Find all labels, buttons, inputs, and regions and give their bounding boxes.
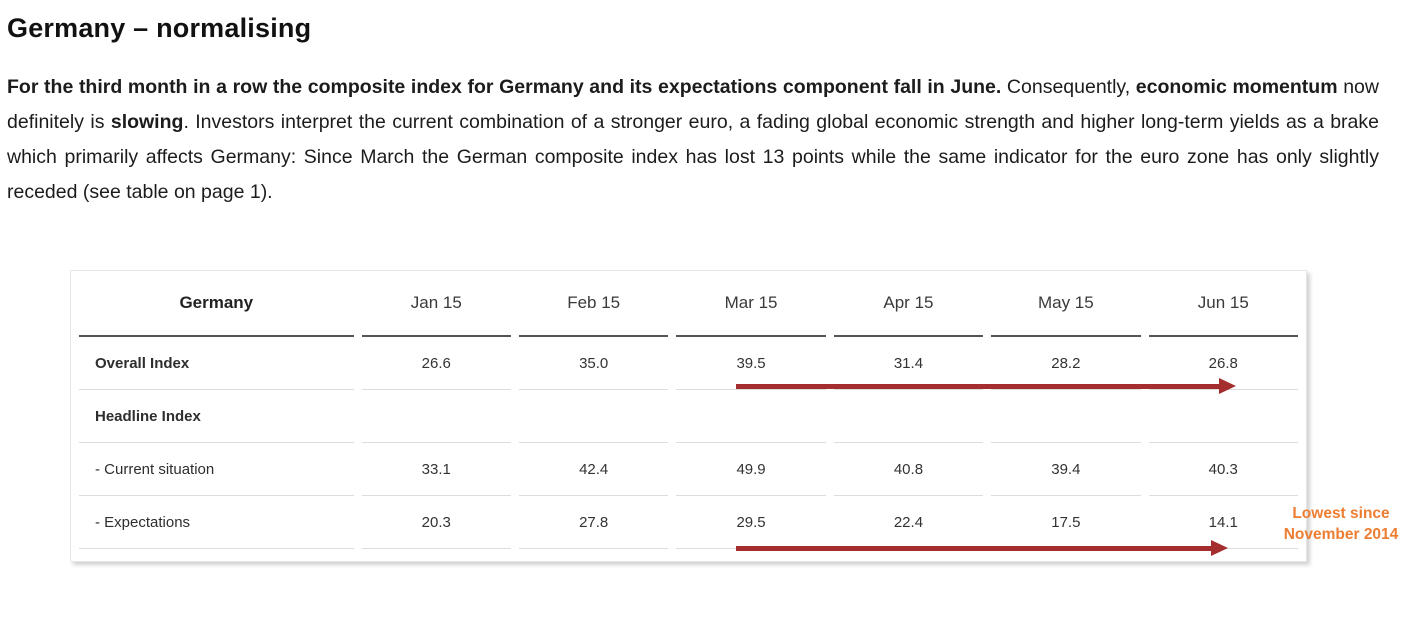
cell-value: 42.4 [518, 443, 669, 496]
table-header-row: Germany Jan 15 Feb 15 Mar 15 Apr 15 May … [79, 271, 1298, 337]
table-header-feb15: Feb 15 [518, 271, 669, 337]
paragraph-segment: . Investors interpret the current combin… [7, 111, 1379, 203]
table-header-apr15: Apr 15 [833, 271, 984, 337]
table-row-expectations: - Expectations 20.3 27.8 29.5 22.4 17.5 … [79, 496, 1298, 549]
table-row-headline-index: Headline Index [79, 390, 1298, 443]
cell-value: 26.8 [1148, 337, 1298, 390]
cell-value: 26.6 [361, 337, 511, 390]
table-header-jun15: Jun 15 [1148, 271, 1298, 337]
table-header-germany: Germany [79, 271, 354, 337]
cell-value: 17.5 [991, 496, 1141, 549]
row-label: Overall Index [79, 337, 354, 390]
cell-value [361, 390, 511, 443]
paragraph-segment: economic momentum [1135, 76, 1338, 98]
paragraph-segment: now definitely is [7, 76, 1379, 133]
cell-value: 33.1 [361, 443, 511, 496]
germany-data-table: Germany Jan 15 Feb 15 Mar 15 Apr 15 May … [71, 271, 1306, 549]
cell-value: 39.5 [676, 337, 826, 390]
cell-value: 49.9 [676, 443, 826, 496]
cell-value [833, 390, 984, 443]
cell-value: 29.5 [676, 496, 826, 549]
cell-value: 39.4 [991, 443, 1141, 496]
intro-paragraph: For the third month in a row the composi… [7, 70, 1379, 210]
row-label: Headline Index [79, 390, 354, 443]
annotation-line-2: November 2014 [1283, 526, 1399, 543]
table-header-mar15: Mar 15 [676, 271, 826, 337]
annotation-line-1: Lowest since [1292, 505, 1390, 522]
cell-value [676, 390, 826, 443]
table-header-may15: May 15 [991, 271, 1141, 337]
cell-value: 22.4 [833, 496, 984, 549]
cell-value: 40.8 [833, 443, 984, 496]
row-label: - Expectations [79, 496, 354, 549]
paragraph-segment: Consequently, [1001, 76, 1136, 98]
paragraph-segment: For the third month in a row the composi… [7, 76, 1002, 98]
table-header-jan15: Jan 15 [361, 271, 511, 337]
germany-data-table-card: Germany Jan 15 Feb 15 Mar 15 Apr 15 May … [70, 270, 1307, 562]
table-row-overall-index: Overall Index 26.6 35.0 39.5 31.4 28.2 2… [79, 337, 1298, 390]
table-row-current-situation: - Current situation 33.1 42.4 49.9 40.8 … [79, 443, 1298, 496]
annotation-lowest-since: Lowest since November 2014 [1260, 503, 1422, 545]
cell-value: 28.2 [991, 337, 1141, 390]
cell-value [1148, 390, 1298, 443]
page-title: Germany – normalising [7, 13, 312, 43]
paragraph-segment: slowing [110, 111, 184, 133]
cell-value [991, 390, 1141, 443]
cell-value: 31.4 [833, 337, 984, 390]
row-label: - Current situation [79, 443, 354, 496]
cell-value: 40.3 [1148, 443, 1298, 496]
cell-value: 35.0 [518, 337, 669, 390]
cell-value: 27.8 [518, 496, 669, 549]
cell-value [518, 390, 669, 443]
cell-value: 20.3 [361, 496, 511, 549]
